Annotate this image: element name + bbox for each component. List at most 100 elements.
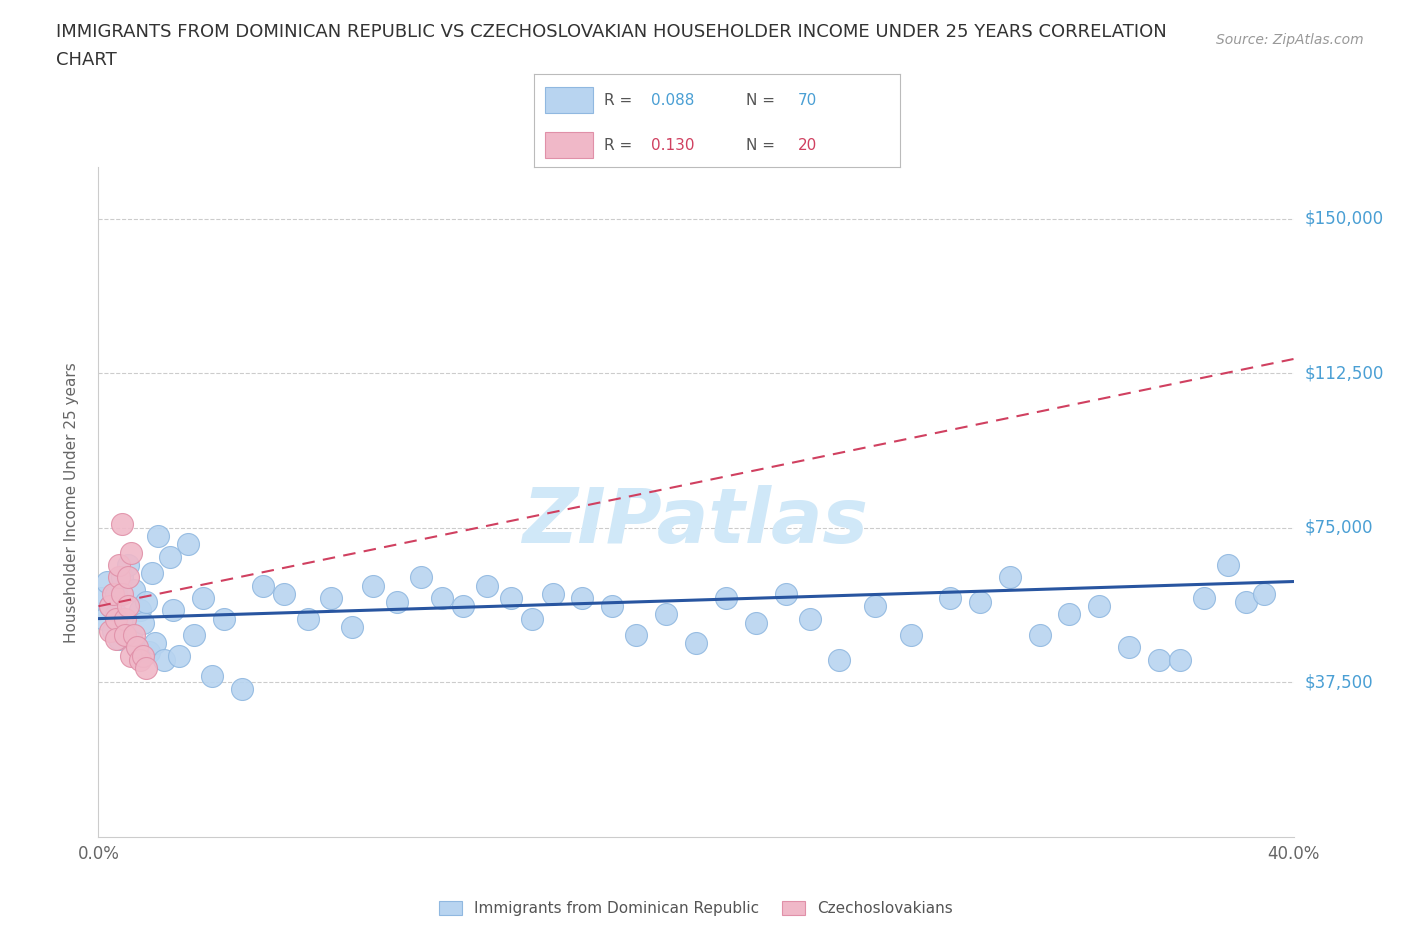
Point <box>111 516 134 531</box>
Point <box>103 623 125 638</box>
Text: 0.130: 0.130 <box>651 138 695 153</box>
Point <box>127 640 149 655</box>
Text: N =: N = <box>747 138 780 153</box>
Y-axis label: Householder Income Under 25 years: Householder Income Under 25 years <box>65 362 79 643</box>
Point <box>105 607 128 622</box>
Point <box>98 599 122 614</box>
Point <box>430 591 453 605</box>
Point <box>297 611 319 626</box>
Point <box>998 570 1021 585</box>
Point <box>939 591 962 605</box>
Text: $37,500: $37,500 <box>1305 673 1374 692</box>
Text: $75,000: $75,000 <box>1305 519 1374 537</box>
Point <box>385 594 409 609</box>
Point <box>117 558 139 573</box>
Point <box>828 652 851 667</box>
Text: CHART: CHART <box>56 51 117 69</box>
Point <box>120 648 142 663</box>
Point <box>655 607 678 622</box>
Text: ZIPatlas: ZIPatlas <box>523 485 869 559</box>
Text: $150,000: $150,000 <box>1305 210 1384 228</box>
Point <box>363 578 385 593</box>
Bar <box>546 87 593 113</box>
Point <box>120 545 142 560</box>
Point <box>321 591 343 605</box>
Point <box>1216 558 1239 573</box>
Point <box>93 611 115 626</box>
Point <box>108 631 131 646</box>
Point <box>499 591 522 605</box>
Point <box>1192 591 1215 605</box>
Point <box>520 611 543 626</box>
Point <box>191 591 214 605</box>
Point <box>96 574 118 589</box>
Point <box>183 628 205 643</box>
Point <box>1088 599 1111 614</box>
Point <box>103 587 125 602</box>
Point <box>1253 587 1275 602</box>
Point <box>571 591 593 605</box>
Point <box>114 611 136 626</box>
Point <box>1118 640 1140 655</box>
Point <box>451 599 474 614</box>
Point <box>273 587 295 602</box>
Point <box>141 565 163 580</box>
Point <box>212 611 235 626</box>
Point <box>865 599 887 614</box>
Point <box>600 599 623 614</box>
Point <box>108 570 131 585</box>
Point <box>252 578 274 593</box>
Point <box>159 550 181 565</box>
Point <box>124 582 146 597</box>
Point <box>108 558 131 573</box>
Point <box>148 529 170 544</box>
Point <box>411 570 433 585</box>
Point <box>124 628 146 643</box>
Point <box>900 628 922 643</box>
Point <box>90 591 112 605</box>
Point <box>1168 652 1191 667</box>
Point <box>111 570 134 585</box>
Point <box>775 587 797 602</box>
Point <box>105 611 128 626</box>
Text: R =: R = <box>603 138 637 153</box>
Point <box>117 570 139 585</box>
Text: Source: ZipAtlas.com: Source: ZipAtlas.com <box>1216 33 1364 46</box>
Text: $112,500: $112,500 <box>1305 365 1384 382</box>
Point <box>745 616 768 631</box>
Bar <box>546 132 593 158</box>
Point <box>153 652 176 667</box>
Point <box>105 587 128 602</box>
Point <box>624 628 647 643</box>
Point <box>177 537 200 551</box>
Legend: Immigrants from Dominican Republic, Czechoslovakians: Immigrants from Dominican Republic, Czec… <box>439 901 953 916</box>
Point <box>138 644 160 659</box>
Point <box>143 636 166 651</box>
Point <box>111 587 134 602</box>
Point <box>475 578 498 593</box>
Point <box>799 611 821 626</box>
Point <box>1059 607 1081 622</box>
Point <box>1234 594 1257 609</box>
Point <box>685 636 707 651</box>
Point <box>105 631 128 646</box>
Point <box>541 587 564 602</box>
Text: R =: R = <box>603 93 637 108</box>
Point <box>129 652 152 667</box>
Point <box>342 619 364 634</box>
Point <box>162 603 184 618</box>
Point <box>98 623 122 638</box>
Point <box>135 594 157 609</box>
Point <box>120 628 142 643</box>
Point <box>114 619 136 634</box>
Point <box>231 681 253 696</box>
Point <box>714 591 737 605</box>
Point <box>167 648 190 663</box>
Text: IMMIGRANTS FROM DOMINICAN REPUBLIC VS CZECHOSLOVAKIAN HOUSEHOLDER INCOME UNDER 2: IMMIGRANTS FROM DOMINICAN REPUBLIC VS CZ… <box>56 23 1167 41</box>
Point <box>114 628 136 643</box>
Point <box>1028 628 1050 643</box>
Text: N =: N = <box>747 93 780 108</box>
Point <box>117 599 139 614</box>
Point <box>201 669 224 684</box>
Point <box>132 616 155 631</box>
